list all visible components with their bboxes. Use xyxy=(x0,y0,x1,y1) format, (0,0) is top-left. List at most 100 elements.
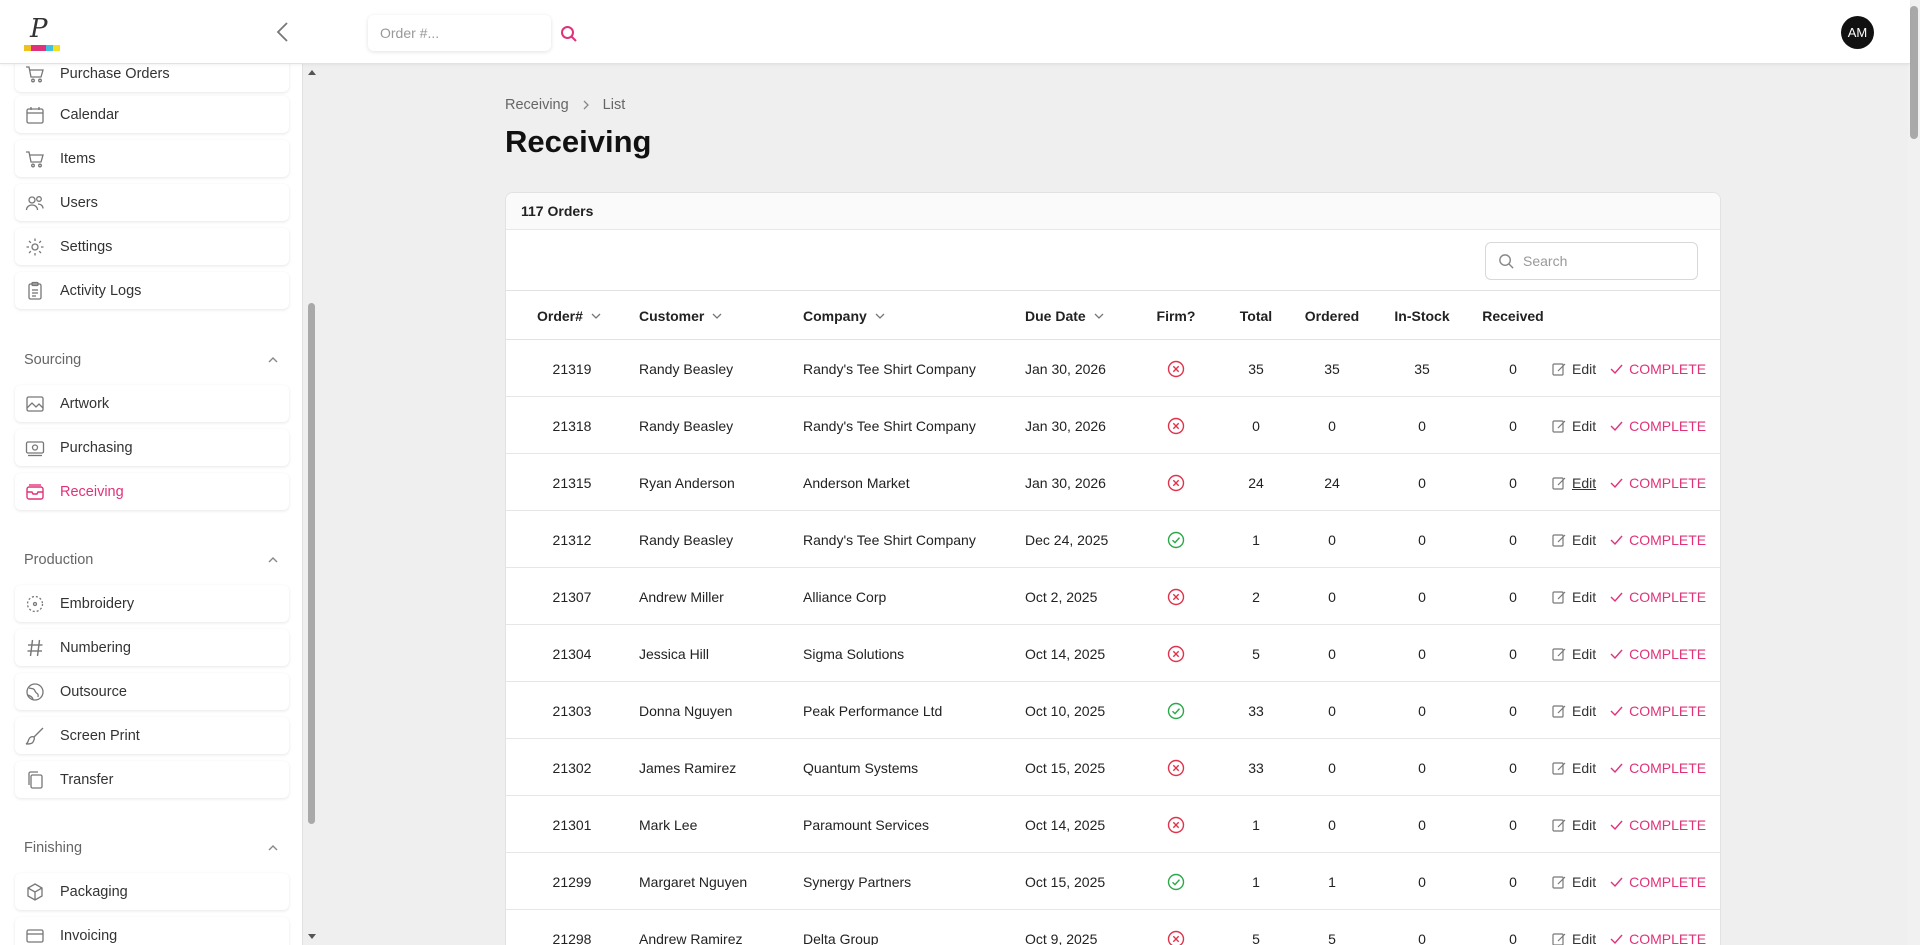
in-stock-qty: 35 xyxy=(1414,360,1430,377)
sidebar-item-purchase-orders[interactable]: Purchase Orders xyxy=(15,64,289,92)
not-firm-icon xyxy=(1167,816,1185,833)
complete-button[interactable]: COMPLETE xyxy=(1610,817,1706,833)
table-row[interactable]: 21302 James Ramirez Quantum Systems Oct … xyxy=(506,739,1720,796)
order-number[interactable]: 21307 xyxy=(552,588,592,605)
order-number[interactable]: 21299 xyxy=(552,873,592,890)
order-number[interactable]: 21315 xyxy=(552,474,592,491)
row-actions: Edit COMPLETE xyxy=(1552,739,1706,796)
complete-button[interactable]: COMPLETE xyxy=(1610,703,1706,719)
page-scrollbar[interactable] xyxy=(1908,0,1920,945)
order-number[interactable]: 21302 xyxy=(552,759,592,776)
check-icon xyxy=(1610,763,1623,773)
column-header-due-date[interactable]: Due Date xyxy=(1025,291,1104,340)
edit-button[interactable]: Edit xyxy=(1552,361,1596,377)
inbox-icon xyxy=(24,481,46,503)
edit-button[interactable]: Edit xyxy=(1552,817,1596,833)
edit-button[interactable]: Edit xyxy=(1552,589,1596,605)
section-header-sourcing[interactable]: Sourcing xyxy=(24,350,280,370)
scroll-down-arrow-icon[interactable] xyxy=(307,933,317,941)
sidebar-scrollbar-thumb[interactable] xyxy=(308,303,315,824)
total-qty: 2 xyxy=(1252,588,1260,605)
table-search-input[interactable] xyxy=(1523,253,1683,269)
edit-button[interactable]: Edit xyxy=(1552,760,1596,776)
in-stock-qty: 0 xyxy=(1418,873,1426,890)
edit-button[interactable]: Edit xyxy=(1552,874,1596,890)
order-number[interactable]: 21301 xyxy=(552,816,592,833)
complete-button[interactable]: COMPLETE xyxy=(1610,646,1706,662)
order-number[interactable]: 21304 xyxy=(552,645,592,662)
edit-icon xyxy=(1552,647,1566,661)
search-icon[interactable] xyxy=(560,25,578,43)
check-icon xyxy=(1610,877,1623,887)
edit-button[interactable]: Edit xyxy=(1552,532,1596,548)
order-number[interactable]: 21303 xyxy=(552,702,592,719)
table-row[interactable]: 21298 Andrew Ramirez Delta Group Oct 9, … xyxy=(506,910,1720,945)
complete-button[interactable]: COMPLETE xyxy=(1610,418,1706,434)
sidebar-item-outsource[interactable]: Outsource xyxy=(15,673,289,710)
sidebar-item-label: Activity Logs xyxy=(60,282,142,299)
breadcrumb-link-receiving[interactable]: Receiving xyxy=(505,97,569,113)
sidebar-item-transfer[interactable]: Transfer xyxy=(15,761,289,798)
sidebar-scrollbar[interactable] xyxy=(304,64,319,945)
section-header-production[interactable]: Production xyxy=(24,550,280,570)
sidebar-item-invoicing[interactable]: Invoicing xyxy=(15,917,289,945)
table-row[interactable]: 21303 Donna Nguyen Peak Performance Ltd … xyxy=(506,682,1720,739)
sidebar-item-calendar[interactable]: Calendar xyxy=(15,96,289,133)
edit-button[interactable]: Edit xyxy=(1552,418,1596,434)
edit-button[interactable]: Edit xyxy=(1552,646,1596,662)
sidebar-item-receiving[interactable]: Receiving xyxy=(15,473,289,510)
column-header-company[interactable]: Company xyxy=(803,291,885,340)
column-header-order[interactable]: Order# xyxy=(537,291,601,340)
order-number[interactable]: 21319 xyxy=(552,360,592,377)
sidebar-item-settings[interactable]: Settings xyxy=(15,228,289,265)
table-row[interactable]: 21312 Randy Beasley Randy's Tee Shirt Co… xyxy=(506,511,1720,568)
complete-button[interactable]: COMPLETE xyxy=(1610,931,1706,945)
user-avatar[interactable]: AM xyxy=(1841,16,1874,49)
complete-button[interactable]: COMPLETE xyxy=(1610,532,1706,548)
sidebar-item-embroidery[interactable]: Embroidery xyxy=(15,585,289,622)
sidebar-item-artwork[interactable]: Artwork xyxy=(15,385,289,422)
table-header: Order# Customer Company Due Date Firm? T… xyxy=(506,291,1720,340)
column-header-customer[interactable]: Customer xyxy=(639,291,722,340)
table-row[interactable]: 21315 Ryan Anderson Anderson Market Jan … xyxy=(506,454,1720,511)
table-row[interactable]: 21299 Margaret Nguyen Synergy Partners O… xyxy=(506,853,1720,910)
edit-label: Edit xyxy=(1572,531,1597,548)
sidebar-item-screen-print[interactable]: Screen Print xyxy=(15,717,289,754)
sidebar-item-users[interactable]: Users xyxy=(15,184,289,221)
section-header-finishing[interactable]: Finishing xyxy=(24,838,280,858)
sidebar-item-activity-logs[interactable]: Activity Logs xyxy=(15,272,289,309)
column-header-received: Received xyxy=(1482,307,1544,324)
customer-name: Andrew Miller xyxy=(639,588,724,605)
edit-button[interactable]: Edit xyxy=(1552,475,1596,491)
scroll-up-arrow-icon[interactable] xyxy=(307,68,317,76)
sidebar-item-purchasing[interactable]: Purchasing xyxy=(15,429,289,466)
firm-status xyxy=(1146,625,1206,682)
edit-button[interactable]: Edit xyxy=(1552,703,1596,719)
complete-button[interactable]: COMPLETE xyxy=(1610,760,1706,776)
table-row[interactable]: 21319 Randy Beasley Randy's Tee Shirt Co… xyxy=(506,340,1720,397)
sidebar-item-packaging[interactable]: Packaging xyxy=(15,873,289,910)
complete-button[interactable]: COMPLETE xyxy=(1610,874,1706,890)
sidebar-item-numbering[interactable]: Numbering xyxy=(15,629,289,666)
order-number[interactable]: 21312 xyxy=(552,531,592,548)
table-row[interactable]: 21304 Jessica Hill Sigma Solutions Oct 1… xyxy=(506,625,1720,682)
table-row[interactable]: 21307 Andrew Miller Alliance Corp Oct 2,… xyxy=(506,568,1720,625)
customer-name: Mark Lee xyxy=(639,816,698,833)
order-number-input[interactable] xyxy=(368,15,551,51)
sidebar-item-items[interactable]: Items xyxy=(15,140,289,177)
table-row[interactable]: 21301 Mark Lee Paramount Services Oct 14… xyxy=(506,796,1720,853)
in-stock-qty: 0 xyxy=(1418,702,1426,719)
edit-label: Edit xyxy=(1572,360,1597,377)
sidebar-collapse-button[interactable] xyxy=(272,18,294,46)
complete-button[interactable]: COMPLETE xyxy=(1610,589,1706,605)
table-row[interactable]: 21318 Randy Beasley Randy's Tee Shirt Co… xyxy=(506,397,1720,454)
order-number[interactable]: 21318 xyxy=(552,417,592,434)
app-logo[interactable]: P xyxy=(22,14,62,54)
page-scrollbar-thumb[interactable] xyxy=(1910,6,1918,139)
complete-button[interactable]: COMPLETE xyxy=(1610,361,1706,377)
edit-button[interactable]: Edit xyxy=(1552,931,1596,945)
table-search[interactable] xyxy=(1485,242,1698,280)
due-date: Oct 15, 2025 xyxy=(1025,759,1106,776)
order-number[interactable]: 21298 xyxy=(552,930,592,945)
complete-button[interactable]: COMPLETE xyxy=(1610,475,1706,491)
